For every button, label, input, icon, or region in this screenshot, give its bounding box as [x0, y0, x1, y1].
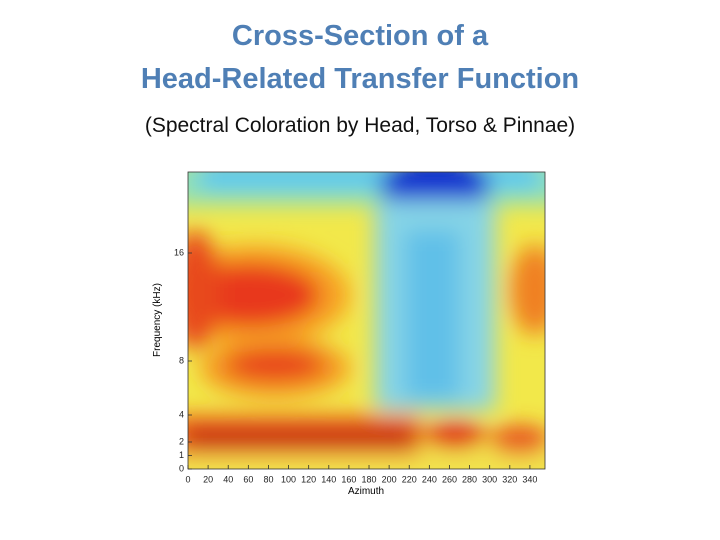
- x-tick-label: 80: [263, 474, 273, 484]
- x-tick-label: 280: [462, 474, 477, 484]
- x-tick-label: 40: [223, 474, 233, 484]
- x-tick-label: 340: [522, 474, 537, 484]
- x-tick-label: 60: [243, 474, 253, 484]
- x-tick-label: 260: [442, 474, 457, 484]
- x-tick-label: 180: [361, 474, 376, 484]
- y-axis-label: Frequency (kHz): [152, 283, 163, 357]
- title-line: Cross-Section of a: [232, 20, 489, 52]
- plot-frame: [187, 171, 546, 470]
- y-tick-label: 1: [179, 450, 184, 460]
- x-tick-label: 0: [185, 474, 190, 484]
- x-tick-label: 160: [341, 474, 356, 484]
- y-tick-label: 0: [179, 463, 184, 473]
- y-tick-label: 16: [174, 247, 184, 257]
- x-tick-label: 240: [422, 474, 437, 484]
- x-tick-label: 100: [281, 474, 296, 484]
- subtitle: (Spectral Coloration by Head, Torso & Pi…: [145, 114, 575, 137]
- x-tick-label: 320: [502, 474, 517, 484]
- title-line: Head-Related Transfer Function: [141, 63, 579, 95]
- x-tick-label: 120: [301, 474, 316, 484]
- x-tick-label: 200: [382, 474, 397, 484]
- y-tick-label: 2: [179, 436, 184, 446]
- x-tick-label: 220: [402, 474, 417, 484]
- x-tick-label: 140: [321, 474, 336, 484]
- y-tick-label: 8: [179, 355, 184, 365]
- heatmap: [188, 172, 545, 469]
- y-tick-label: 4: [179, 409, 184, 419]
- x-axis-label: Azimuth: [348, 486, 384, 497]
- x-tick-label: 20: [203, 474, 213, 484]
- x-tick-label: 300: [482, 474, 497, 484]
